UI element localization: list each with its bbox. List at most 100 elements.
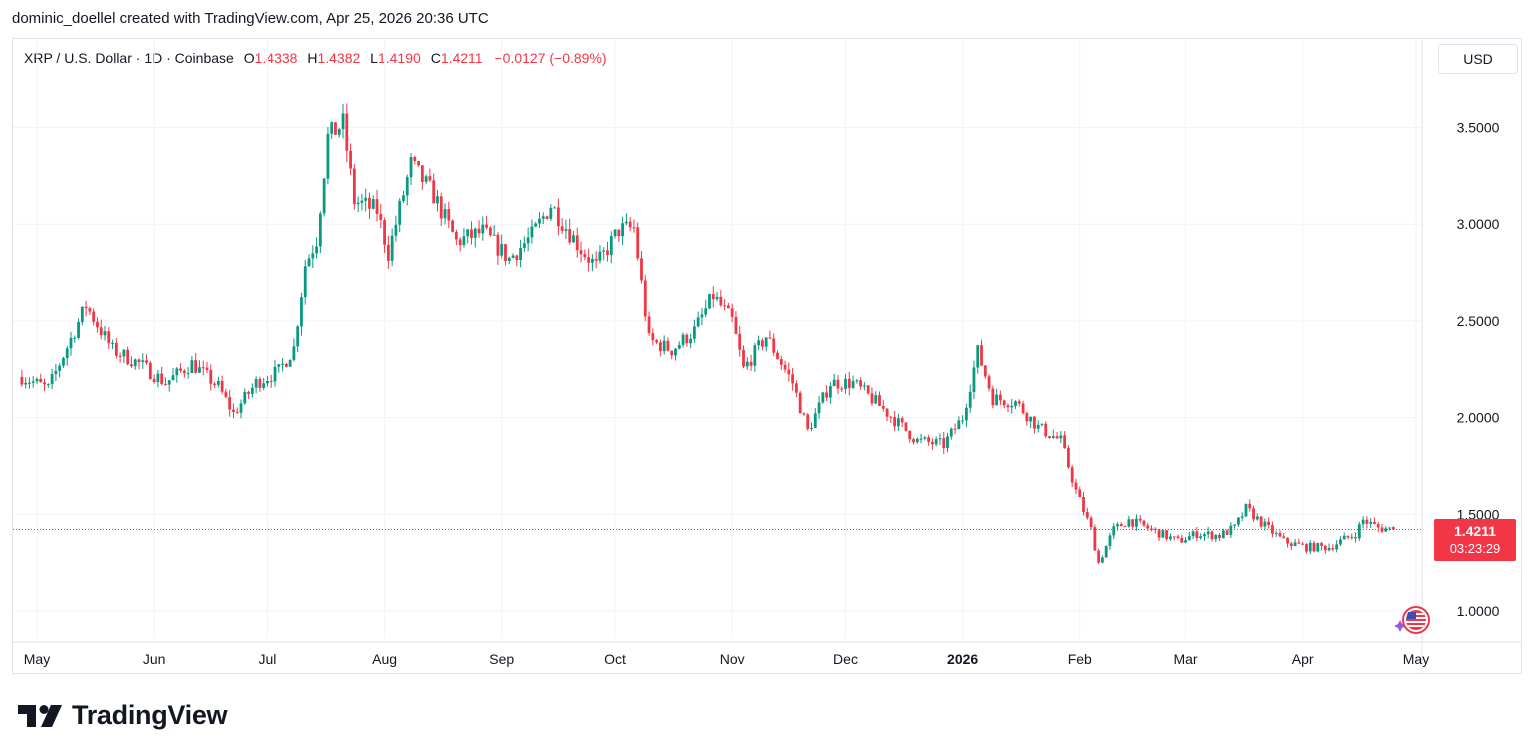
candle-body <box>674 348 677 356</box>
candle-body <box>968 391 972 408</box>
candle-body <box>103 331 107 336</box>
candle-body <box>194 360 198 373</box>
candle-body <box>1274 533 1278 535</box>
candle-body <box>300 297 303 327</box>
candle-body <box>43 382 46 385</box>
candle-body <box>912 439 915 443</box>
candle-body <box>1006 405 1010 408</box>
candle-body <box>791 374 795 384</box>
us-flag-icon[interactable] <box>1394 604 1434 636</box>
candle-body <box>1002 400 1006 406</box>
candle-body <box>878 395 881 406</box>
candle-body <box>764 337 768 347</box>
change-value: −0.0127 (−0.89%) <box>494 50 607 66</box>
candle-body <box>84 306 88 309</box>
candle-body <box>1187 536 1191 541</box>
candle-body <box>1029 416 1033 422</box>
candle-body <box>54 370 58 375</box>
candle-body <box>507 257 511 261</box>
candle-body <box>224 391 228 398</box>
candle-body <box>303 266 307 298</box>
candle-body <box>273 366 277 382</box>
candle-body <box>832 379 836 387</box>
candle-body <box>232 409 235 412</box>
candle-body <box>1063 435 1067 448</box>
candle-body <box>677 345 681 349</box>
chart-frame <box>12 38 1522 674</box>
candle-body <box>900 418 904 423</box>
candle-body <box>447 209 451 221</box>
candle-body <box>417 161 420 166</box>
candle-body <box>587 257 590 263</box>
candle-body <box>904 422 908 431</box>
candle-body <box>1218 534 1221 539</box>
candle-body <box>1327 547 1331 551</box>
candle-body <box>817 402 821 414</box>
candle-body <box>575 235 579 251</box>
candle-body <box>745 361 749 367</box>
candle-body <box>828 386 832 398</box>
candle-body <box>122 349 126 357</box>
candle-body <box>1354 536 1357 539</box>
candle-body <box>613 229 617 237</box>
x-tick-label: Jun <box>143 651 166 667</box>
candle-body <box>360 200 364 203</box>
candle-body <box>1267 521 1271 526</box>
candle-body <box>182 370 186 374</box>
candle-body <box>1040 423 1044 425</box>
candle-body <box>995 394 999 406</box>
candle-body <box>738 333 742 350</box>
candle-body <box>356 202 360 205</box>
candle-body <box>1210 531 1214 540</box>
candle-body <box>1161 530 1165 538</box>
candle-body <box>205 367 209 370</box>
candle-body <box>1150 528 1153 530</box>
y-tick-label: 1.0000 <box>1457 603 1500 619</box>
candle-body <box>349 150 352 169</box>
candle-body <box>885 408 889 417</box>
candle-body <box>394 224 398 236</box>
candle-body <box>1127 519 1131 527</box>
candle-body <box>1293 542 1297 546</box>
candle-body <box>1365 519 1369 524</box>
candle-body <box>670 350 674 356</box>
candle-body <box>315 246 318 254</box>
candle-body <box>402 195 405 201</box>
candle-body <box>118 355 122 357</box>
tradingview-logo[interactable]: TradingView <box>16 700 228 731</box>
candle-body <box>1335 544 1339 550</box>
candle-body <box>504 244 507 261</box>
x-tick-label: Feb <box>1068 651 1092 667</box>
candle-body <box>1305 544 1308 552</box>
candle-body <box>802 413 806 415</box>
candle-body <box>439 196 443 219</box>
candle-body <box>1085 512 1089 518</box>
candle-body <box>288 359 292 367</box>
currency-button[interactable]: USD <box>1438 44 1518 74</box>
candle-body <box>239 403 243 413</box>
candle-body <box>1055 436 1059 439</box>
candle-body <box>1391 527 1395 530</box>
candle-body <box>1289 543 1293 546</box>
candle-body <box>96 321 99 328</box>
y-tick-label: 1.5000 <box>1457 506 1500 522</box>
candle-body <box>787 369 791 375</box>
candle-body <box>624 221 628 224</box>
y-tick-label: 2.5000 <box>1457 313 1500 329</box>
candle-body <box>1361 519 1365 525</box>
candle-body <box>519 248 522 261</box>
candle-body <box>488 227 492 236</box>
candle-body <box>598 251 602 261</box>
high-label: H <box>307 50 318 66</box>
candle-body <box>345 113 349 151</box>
candle-body <box>107 331 111 344</box>
candle-body <box>111 342 114 344</box>
candle-body <box>897 418 900 427</box>
candle-body <box>632 227 636 229</box>
candle-body <box>254 378 258 388</box>
last-price-value: 1.4211 <box>1453 523 1497 539</box>
candle-body <box>179 368 182 371</box>
last-price-tag: 1.4211 03:23:29 <box>1434 519 1516 561</box>
candle-body <box>1119 524 1123 527</box>
